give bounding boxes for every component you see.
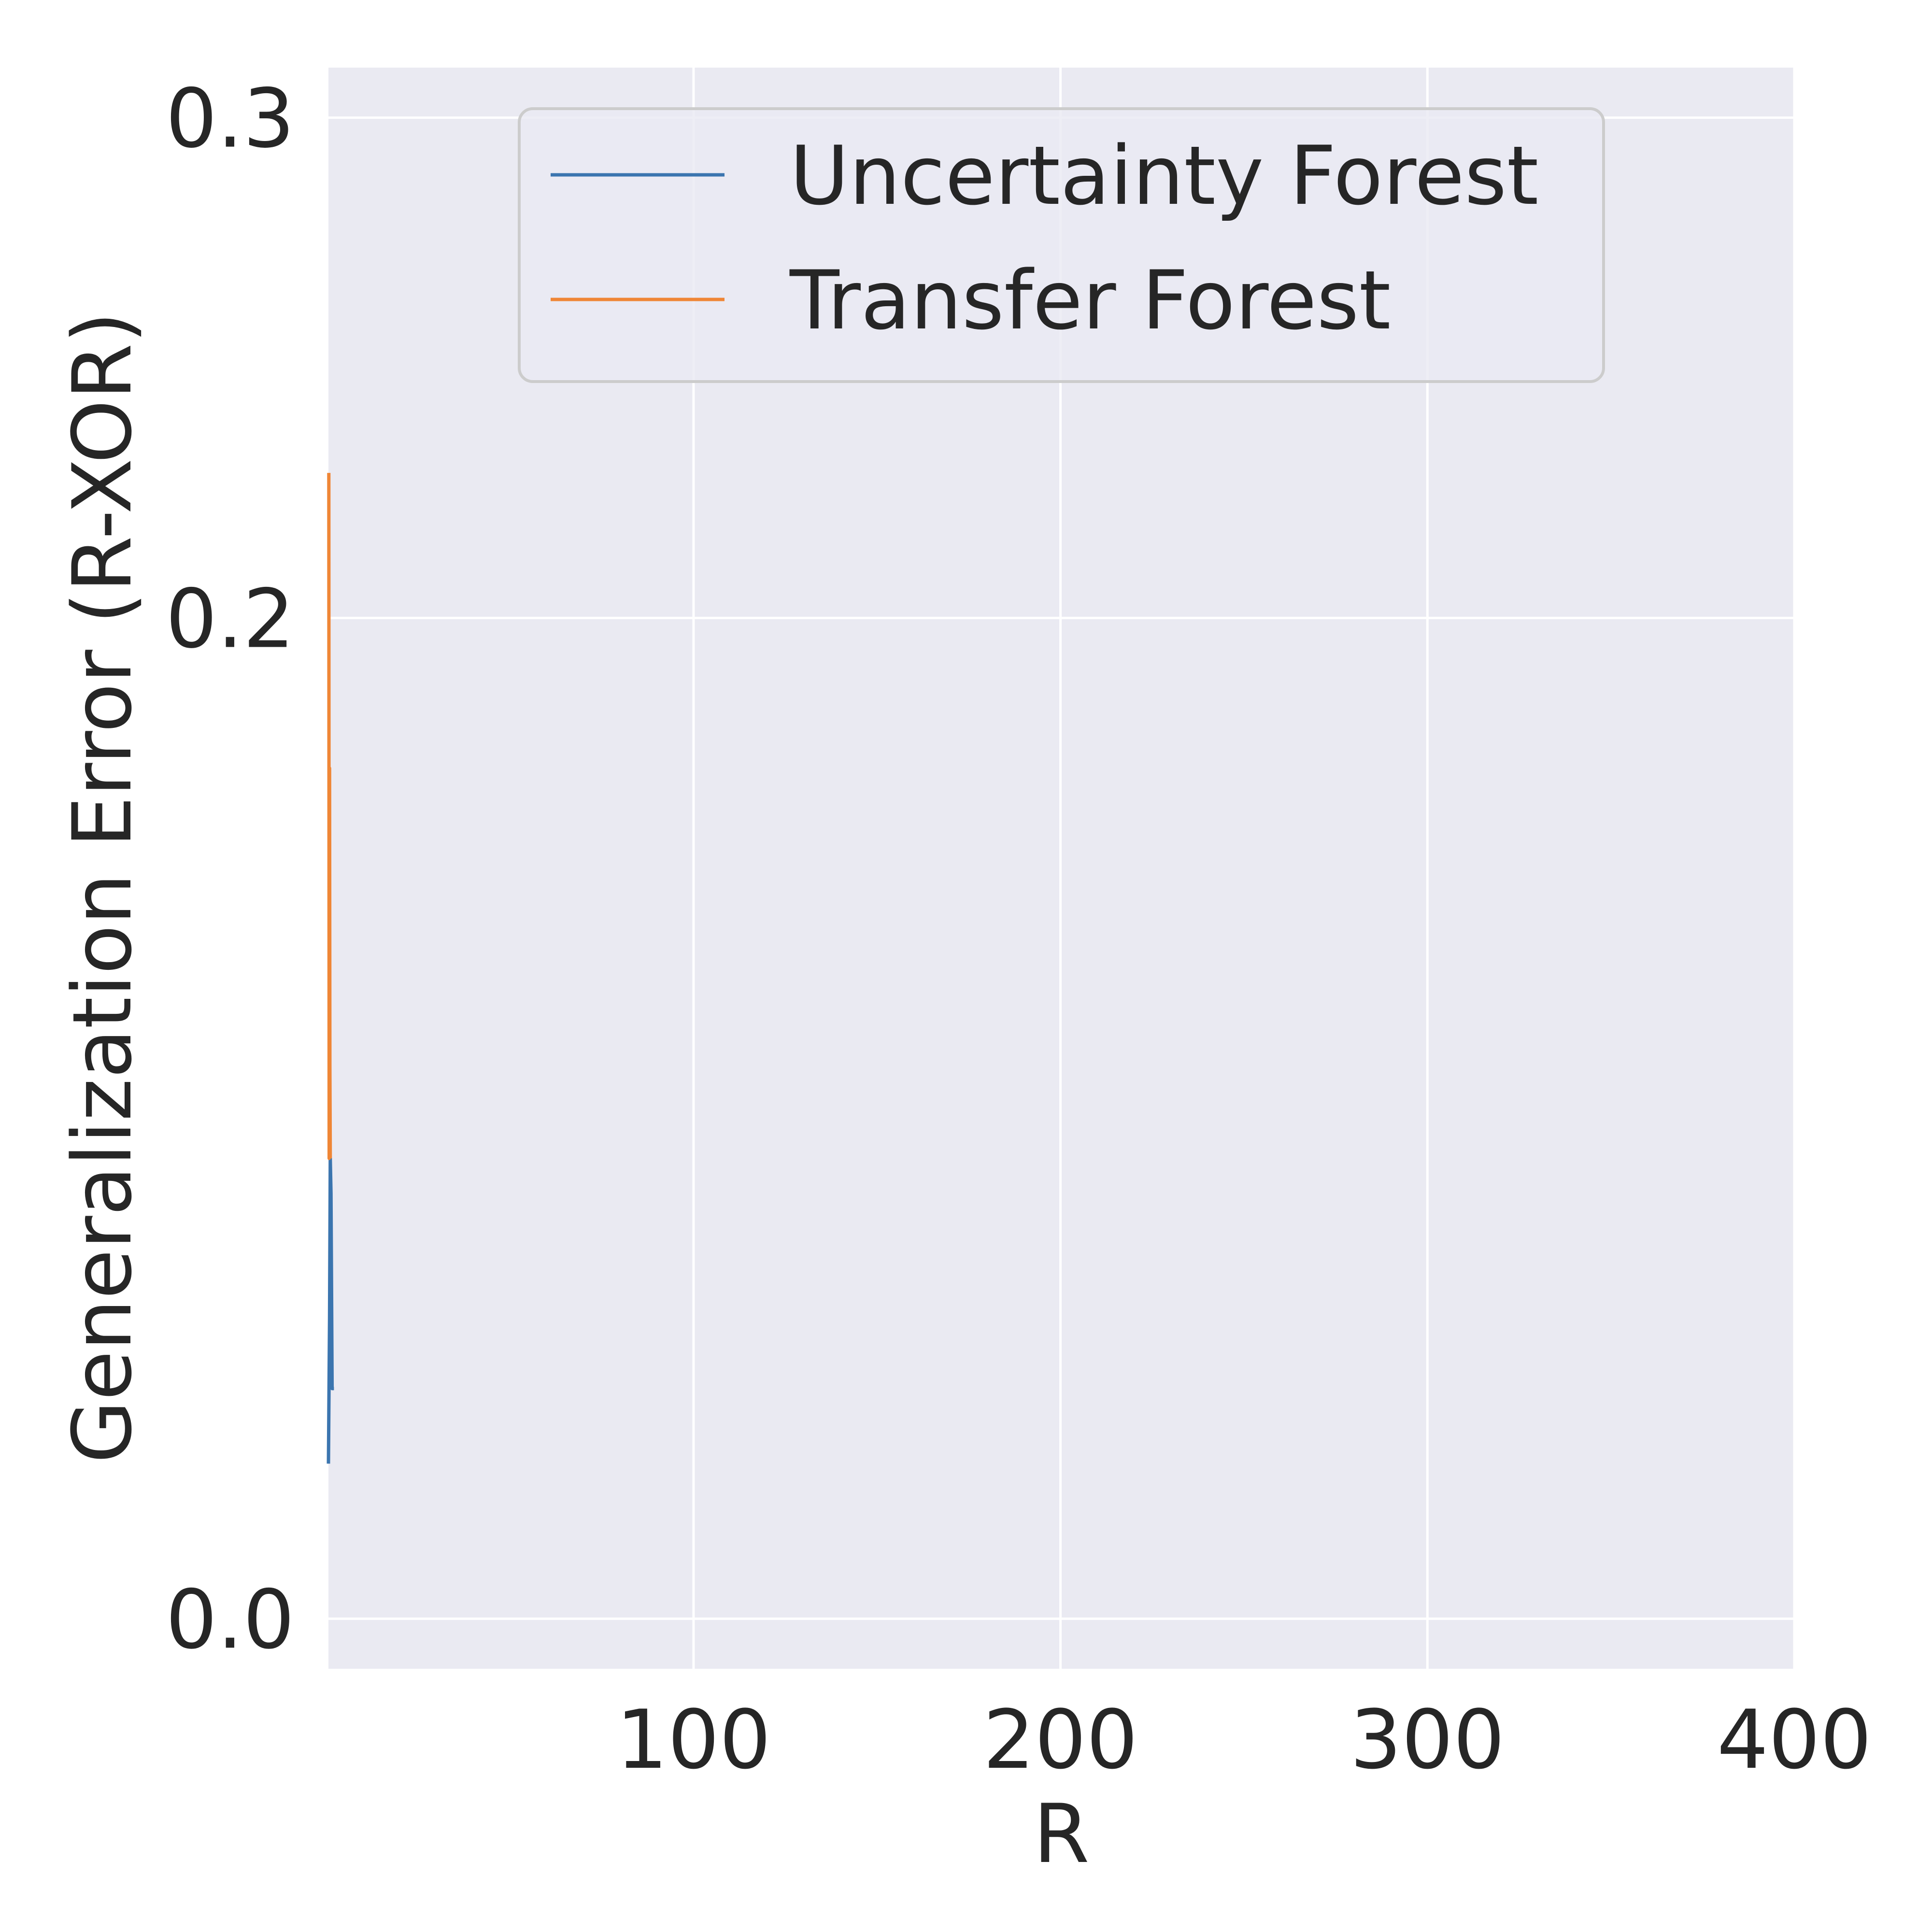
y-tick-label: 0.2 xyxy=(166,572,295,667)
legend-label: Transfer Forest xyxy=(789,253,1391,348)
y-tick-label: 0.0 xyxy=(166,1572,295,1667)
x-axis-label: R xyxy=(1033,1787,1090,1881)
y-tick-labels: 0.0 0.2 0.3 xyxy=(166,71,295,1667)
legend-box xyxy=(518,107,1605,383)
y-axis-label: Generalization Error (R-XOR) xyxy=(55,312,150,1463)
legend-label: Uncertainty Forest xyxy=(790,128,1538,223)
legend: Uncertainty Forest Transfer Forest xyxy=(518,107,1605,383)
series-layer xyxy=(327,473,334,1464)
x-tick-label: 200 xyxy=(983,1692,1138,1787)
x-tick-label: 100 xyxy=(616,1692,771,1787)
legend-items: Uncertainty Forest Transfer Forest xyxy=(551,128,1538,348)
x-tick-label: 400 xyxy=(1717,1692,1872,1787)
x-tick-label: 300 xyxy=(1350,1692,1505,1787)
series-line xyxy=(327,1156,334,1464)
series-line xyxy=(327,473,332,1160)
y-tick-label: 0.3 xyxy=(166,71,295,166)
x-tick-labels: 100 200 300 400 xyxy=(616,1692,1872,1787)
